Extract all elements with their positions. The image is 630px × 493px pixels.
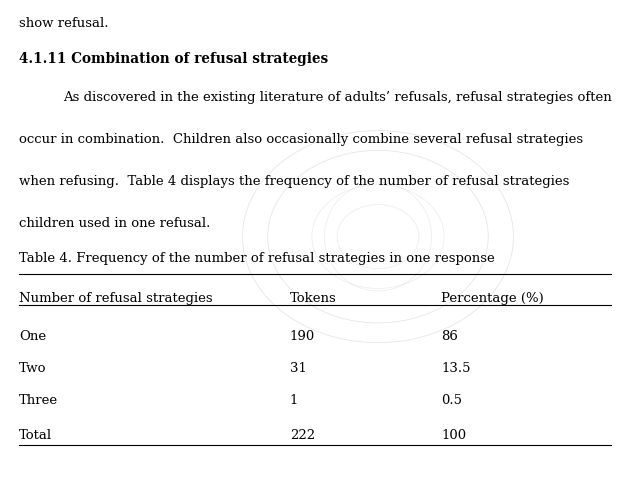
Text: 31: 31 <box>290 362 307 375</box>
Text: 1: 1 <box>290 394 298 407</box>
Text: 13.5: 13.5 <box>441 362 471 375</box>
Text: One: One <box>19 330 46 343</box>
Text: when refusing.  Table 4 displays the frequency of the number of refusal strategi: when refusing. Table 4 displays the freq… <box>19 175 570 188</box>
Text: As discovered in the existing literature of adults’ refusals, refusal strategies: As discovered in the existing literature… <box>63 91 612 104</box>
Text: 4.1.11 Combination of refusal strategies: 4.1.11 Combination of refusal strategies <box>19 52 328 66</box>
Text: occur in combination.  Children also occasionally combine several refusal strate: occur in combination. Children also occa… <box>19 133 583 146</box>
Text: Table 4. Frequency of the number of refusal strategies in one response: Table 4. Frequency of the number of refu… <box>19 252 495 265</box>
Text: 0.5: 0.5 <box>441 394 462 407</box>
Text: 86: 86 <box>441 330 458 343</box>
Text: Number of refusal strategies: Number of refusal strategies <box>19 292 212 305</box>
Text: children used in one refusal.: children used in one refusal. <box>19 217 210 230</box>
Text: Two: Two <box>19 362 47 375</box>
Text: Tokens: Tokens <box>290 292 336 305</box>
Text: 190: 190 <box>290 330 315 343</box>
Text: 222: 222 <box>290 429 315 442</box>
Text: Percentage (%): Percentage (%) <box>441 292 544 305</box>
Text: show refusal.: show refusal. <box>19 17 108 30</box>
Text: Three: Three <box>19 394 58 407</box>
Text: Total: Total <box>19 429 52 442</box>
Text: 100: 100 <box>441 429 466 442</box>
